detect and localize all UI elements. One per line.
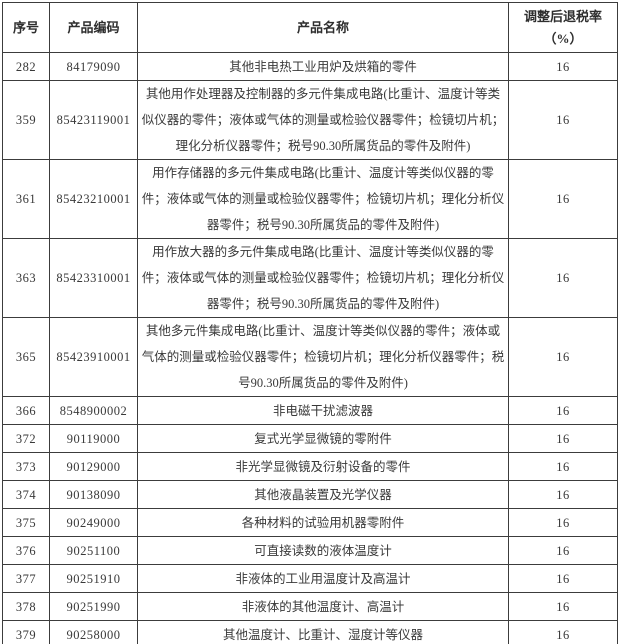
row-serial-no: 361 <box>2 159 50 239</box>
product-code: 90251990 <box>49 592 138 621</box>
row-serial-no: 359 <box>2 80 50 160</box>
row-serial-no: 377 <box>2 564 50 593</box>
product-name: 其他温度计、比重计、湿度计等仪器 <box>137 620 509 644</box>
row-serial-no: 376 <box>2 536 50 565</box>
table-row: 282 84179090 其他非电热工业用炉及烘箱的零件 16 <box>2 52 618 81</box>
product-name: 用作放大器的多元件集成电路(比重计、温度计等类似仪器的零件；液体或气体的测量或检… <box>137 238 509 318</box>
table-row: 376 90251100 可直接读数的液体温度计 16 <box>2 536 618 565</box>
product-name: 复式光学显微镜的零附件 <box>137 424 509 453</box>
product-name: 用作存储器的多元件集成电路(比重计、温度计等类似仪器的零件；液体或气体的测量或检… <box>137 159 509 239</box>
rate-header-line2: （%） <box>543 30 583 46</box>
row-serial-no: 374 <box>2 480 50 509</box>
product-name: 可直接读数的液体温度计 <box>137 536 509 565</box>
product-name: 非电磁干扰滤波器 <box>137 396 509 425</box>
header-row: 序号 产品编码 产品名称 调整后退税率 （%） <box>2 2 618 53</box>
product-name: 非液体的其他温度计、高温计 <box>137 592 509 621</box>
row-serial-no: 379 <box>2 620 50 644</box>
rebate-rate: 16 <box>508 80 618 160</box>
row-serial-no: 378 <box>2 592 50 621</box>
product-code: 85423119001 <box>49 80 138 160</box>
table-header: 序号 产品编码 产品名称 调整后退税率 （%） <box>2 2 618 53</box>
table-row: 373 90129000 非光学显微镜及衍射设备的零件 16 <box>2 452 618 481</box>
table-row: 378 90251990 非液体的其他温度计、高温计 16 <box>2 592 618 621</box>
product-code: 85423910001 <box>49 317 138 397</box>
product-code: 90258000 <box>49 620 138 644</box>
product-name: 非光学显微镜及衍射设备的零件 <box>137 452 509 481</box>
rebate-rate: 16 <box>508 52 618 81</box>
rebate-rate: 16 <box>508 424 618 453</box>
table-row: 379 90258000 其他温度计、比重计、湿度计等仪器 16 <box>2 620 618 644</box>
rebate-rate: 16 <box>508 564 618 593</box>
table-row: 377 90251910 非液体的工业用温度计及高温计 16 <box>2 564 618 593</box>
product-name: 其他多元件集成电路(比重计、温度计等类似仪器的零件；液体或气体的测量或检验仪器零… <box>137 317 509 397</box>
product-code: 90138090 <box>49 480 138 509</box>
rebate-rate: 16 <box>508 620 618 644</box>
row-serial-no: 282 <box>2 52 50 81</box>
product-code: 8548900002 <box>49 396 138 425</box>
product-name: 其他液晶装置及光学仪器 <box>137 480 509 509</box>
product-code: 84179090 <box>49 52 138 81</box>
rebate-rate: 16 <box>508 317 618 397</box>
product-code: 85423210001 <box>49 159 138 239</box>
rebate-rate: 16 <box>508 592 618 621</box>
table-body: 282 84179090 其他非电热工业用炉及烘箱的零件 16 359 854231190… <box>2 52 618 644</box>
col-header-product-name: 产品名称 <box>137 2 509 53</box>
product-code: 90119000 <box>49 424 138 453</box>
product-name: 非液体的工业用温度计及高温计 <box>137 564 509 593</box>
product-code: 90249000 <box>49 508 138 537</box>
col-header-serial-no: 序号 <box>2 2 50 53</box>
row-serial-no: 365 <box>2 317 50 397</box>
rebate-rate: 16 <box>508 159 618 239</box>
rebate-rate: 16 <box>508 238 618 318</box>
product-name: 其他用作处理器及控制器的多元件集成电路(比重计、温度计等类似仪器的零件；液体或气… <box>137 80 509 160</box>
row-serial-no: 363 <box>2 238 50 318</box>
table-row: 365 85423910001 其他多元件集成电路(比重计、温度计等类似仪器的零件；… <box>2 317 618 397</box>
product-code: 90251910 <box>49 564 138 593</box>
product-code: 90251100 <box>49 536 138 565</box>
row-serial-no: 372 <box>2 424 50 453</box>
rebate-rate: 16 <box>508 536 618 565</box>
rate-header-line1: 调整后退税率 <box>523 8 602 24</box>
col-header-adjusted-rebate-rate: 调整后退税率 （%） <box>508 2 618 53</box>
product-code: 85423310001 <box>49 238 138 318</box>
rebate-rate: 16 <box>508 508 618 537</box>
table-row: 375 90249000 各种材料的试验用机器零附件 16 <box>2 508 618 537</box>
col-header-product-code: 产品编码 <box>49 2 138 53</box>
table-row: 363 85423310001 用作放大器的多元件集成电路(比重计、温度计等类似仪器… <box>2 238 618 318</box>
rebate-rate: 16 <box>508 396 618 425</box>
table-row: 361 85423210001 用作存储器的多元件集成电路(比重计、温度计等类似仪器… <box>2 159 618 239</box>
table-row: 374 90138090 其他液晶装置及光学仪器 16 <box>2 480 618 509</box>
table-row: 366 8548900002 非电磁干扰滤波器 16 <box>2 396 618 425</box>
row-serial-no: 373 <box>2 452 50 481</box>
product-name: 其他非电热工业用炉及烘箱的零件 <box>137 52 509 81</box>
product-code: 90129000 <box>49 452 138 481</box>
table-row: 359 85423119001 其他用作处理器及控制器的多元件集成电路(比重计、温度… <box>2 80 618 160</box>
table-row: 372 90119000 复式光学显微镜的零附件 16 <box>2 424 618 453</box>
row-serial-no: 375 <box>2 508 50 537</box>
rebate-rate: 16 <box>508 452 618 481</box>
row-serial-no: 366 <box>2 396 50 425</box>
product-name: 各种材料的试验用机器零附件 <box>137 508 509 537</box>
rebate-rate: 16 <box>508 480 618 509</box>
